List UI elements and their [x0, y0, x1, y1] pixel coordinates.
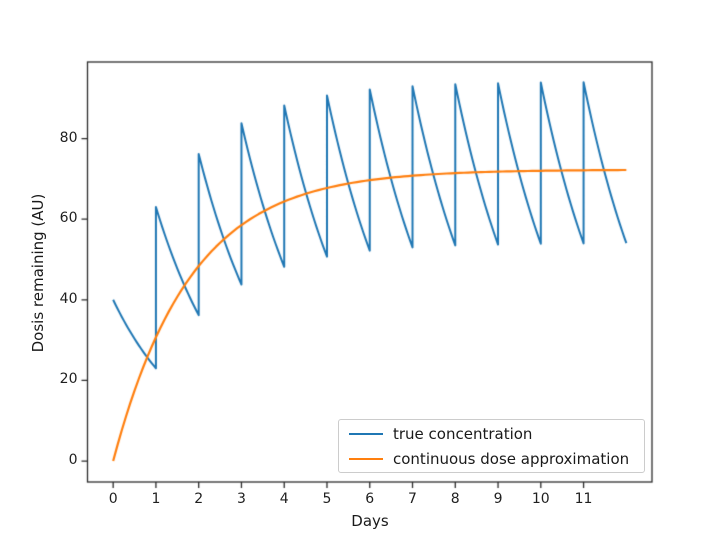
y-tick-label: 60 — [59, 210, 78, 227]
y-tick-label: 20 — [59, 371, 78, 388]
y-tick-label: 0 — [68, 452, 78, 469]
x-tick-label: 10 — [531, 491, 550, 507]
x-tick-label: 3 — [236, 491, 246, 507]
legend-label: continuous dose approximation — [393, 449, 630, 468]
y-tick-label: 80 — [59, 129, 78, 146]
y-tick-label: 40 — [59, 290, 78, 307]
legend: true concentration continuous dose appro… — [338, 419, 645, 473]
x-tick-label: 5 — [322, 491, 332, 507]
x-axis-label: Days — [351, 512, 389, 530]
legend-item-true-concentration: true concentration — [339, 423, 644, 444]
x-tick-label: 7 — [408, 491, 417, 507]
x-tick-label: 9 — [493, 491, 503, 507]
x-tick-label: 11 — [574, 491, 593, 507]
x-tick-label: 1 — [151, 491, 161, 507]
x-tick-label: 4 — [279, 491, 289, 507]
y-axis-label: Dosis remaining (AU) — [29, 193, 47, 353]
legend-item-continuous-approximation: continuous dose approximation — [339, 448, 644, 469]
legend-line-sample-orange — [349, 457, 383, 460]
x-tick-label: 2 — [194, 491, 204, 507]
x-tick-label: 0 — [108, 491, 118, 507]
legend-line-sample-blue — [349, 432, 383, 435]
x-tick-label: 6 — [365, 491, 375, 507]
x-tick-label: 8 — [450, 491, 460, 507]
legend-label: true concentration — [393, 424, 533, 443]
